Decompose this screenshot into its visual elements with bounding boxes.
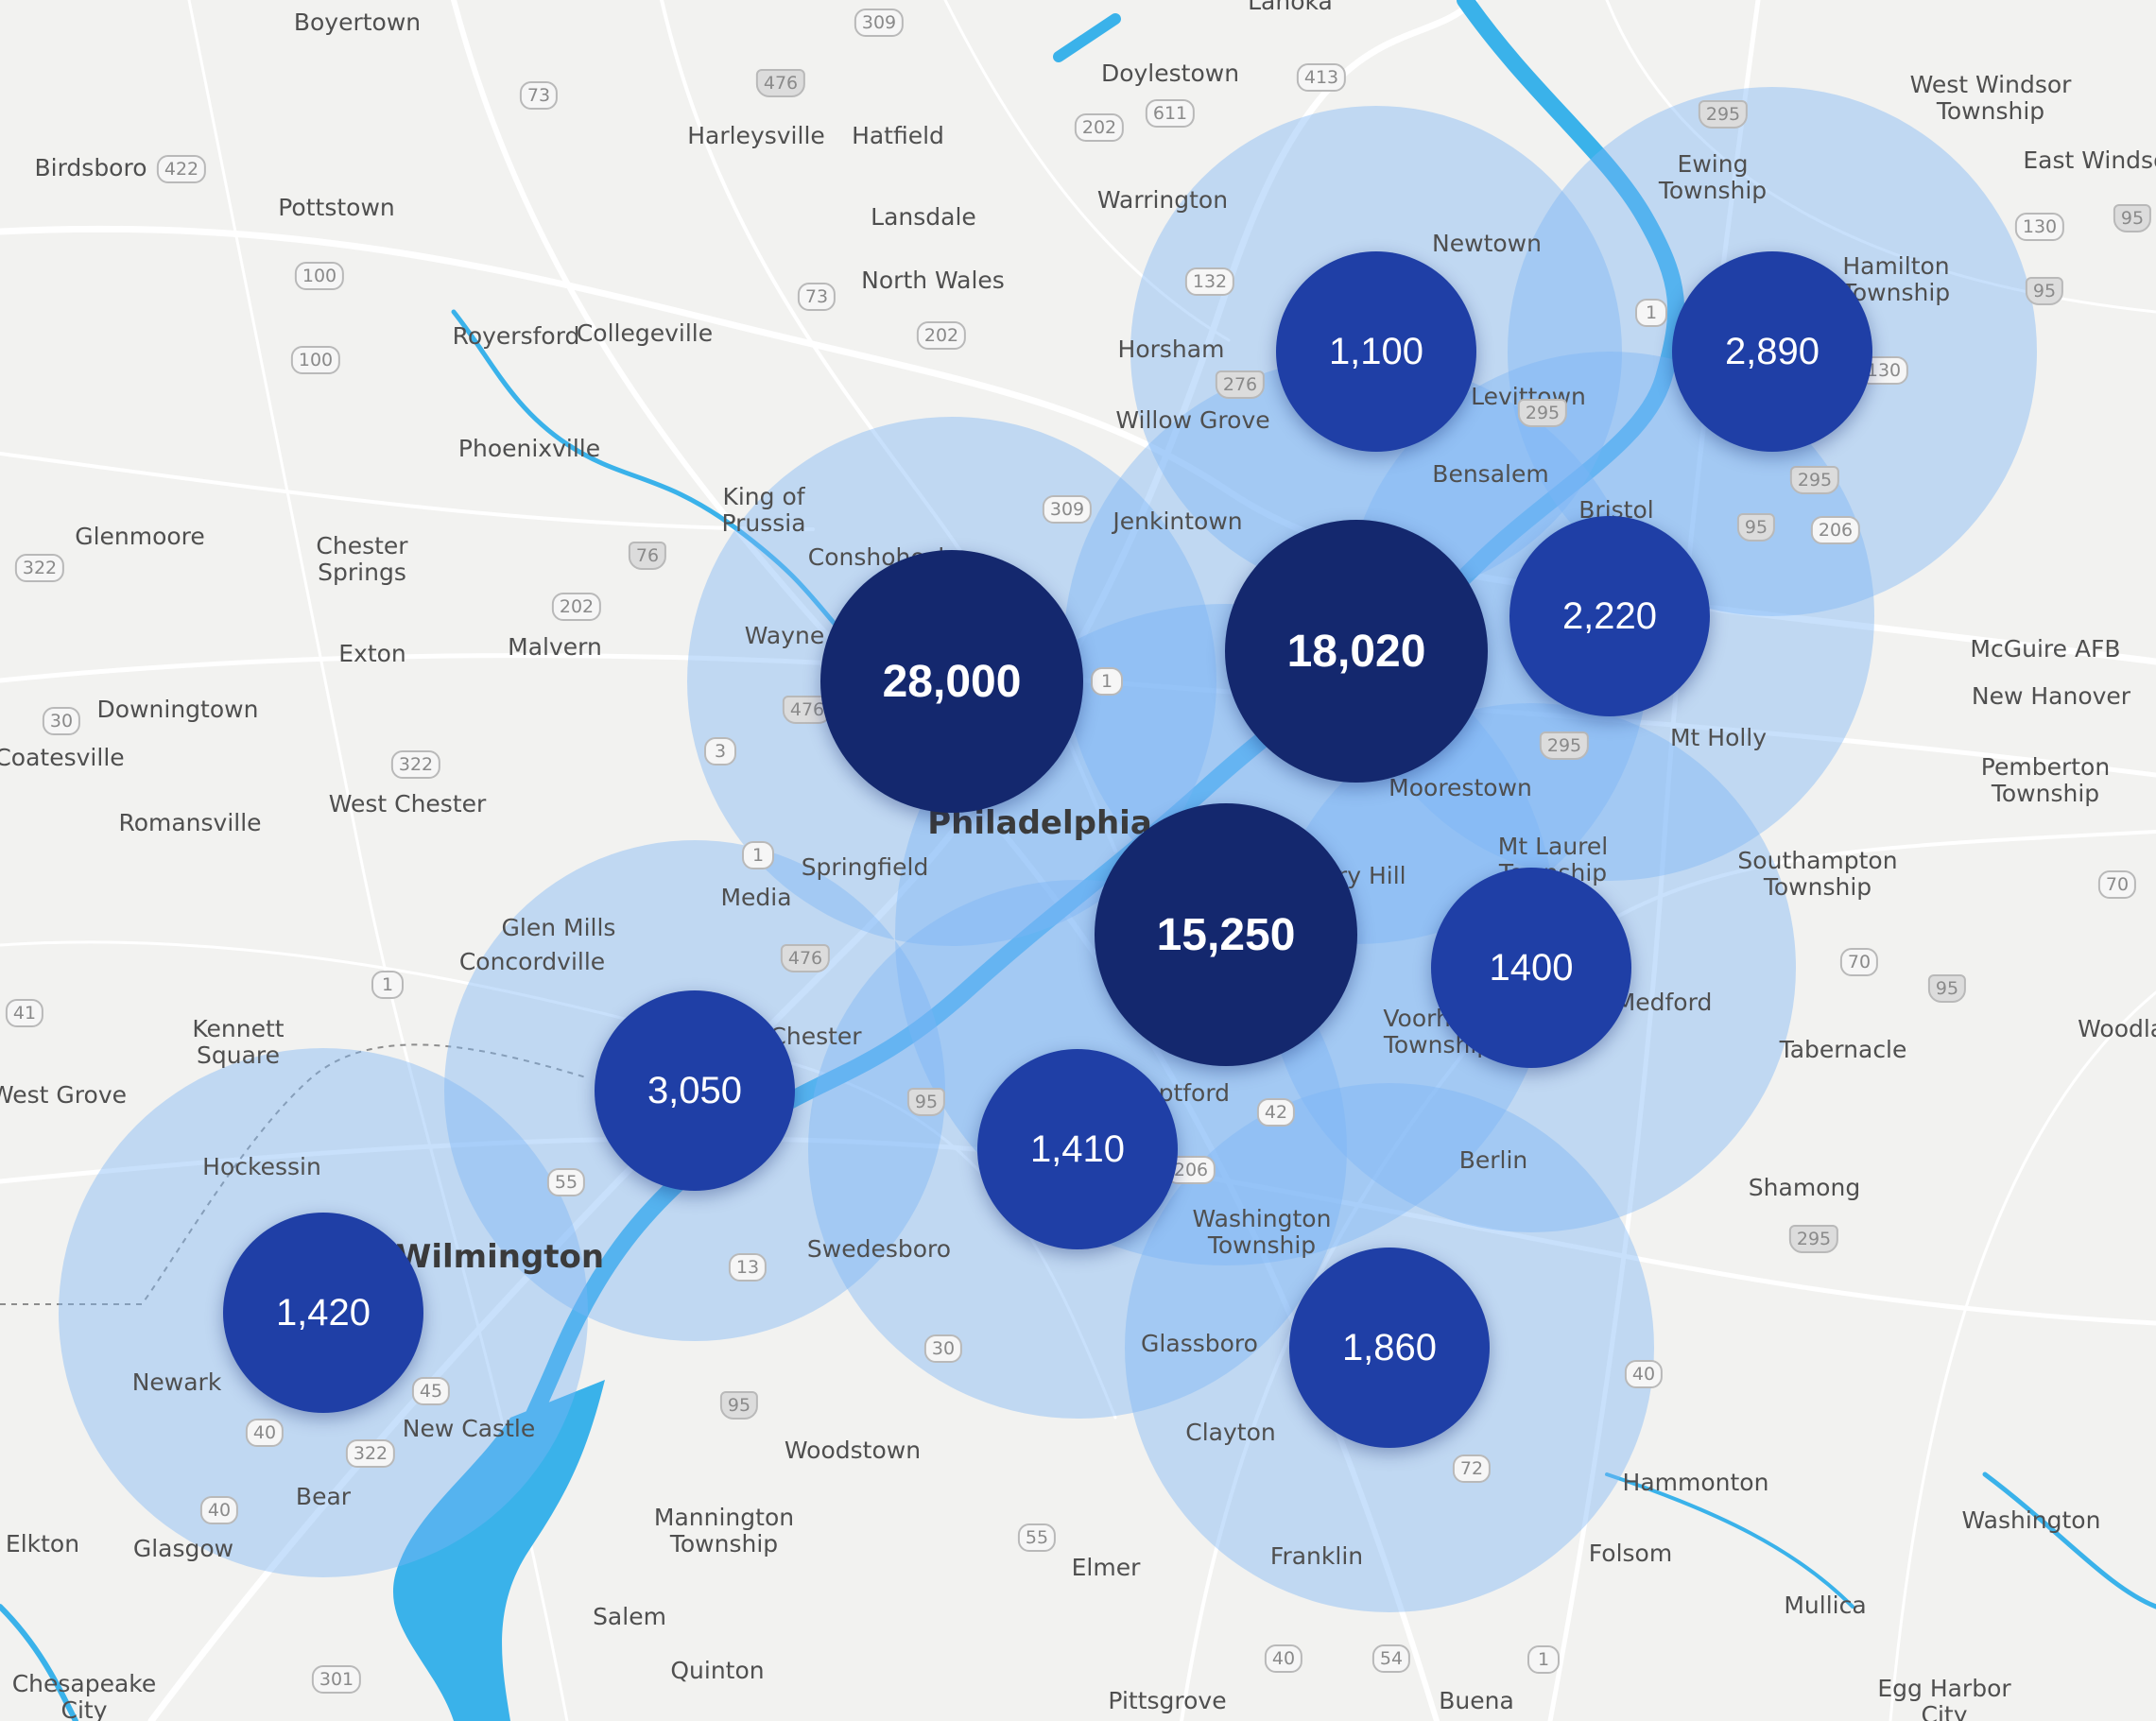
cluster-marker[interactable]: 15,250 <box>1095 803 1357 1066</box>
route-shield-1: 1 <box>1091 667 1123 696</box>
route-shield-41: 41 <box>5 999 44 1027</box>
cluster-count-label: 15,250 <box>1156 909 1296 960</box>
route-shield-611: 611 <box>1145 99 1196 128</box>
route-shield-202: 202 <box>916 321 967 350</box>
route-shield-55: 55 <box>546 1168 586 1196</box>
cluster-count-label: 3,050 <box>647 1069 743 1111</box>
route-shield-309: 309 <box>854 9 905 37</box>
route-shield-40: 40 <box>1264 1644 1303 1673</box>
route-shield-3: 3 <box>704 737 736 766</box>
cluster-count-label: 28,000 <box>882 656 1022 707</box>
route-shield-40: 40 <box>1624 1360 1664 1388</box>
cluster-count-label: 2,890 <box>1724 330 1820 372</box>
route-shield-309: 309 <box>1042 495 1093 524</box>
delaware-bay <box>392 1380 605 1721</box>
route-shield-1: 1 <box>371 971 404 999</box>
cluster-count-label: 1,410 <box>1029 1127 1126 1170</box>
route-shield-95: 95 <box>719 1391 759 1420</box>
route-shield-72: 72 <box>1452 1454 1492 1483</box>
cluster-count-label: 1,100 <box>1328 330 1424 372</box>
route-shield-73: 73 <box>797 283 837 311</box>
cluster-marker[interactable]: 1,100 <box>1276 251 1476 452</box>
cluster-count-label: 1,420 <box>275 1291 371 1334</box>
route-shield-70: 70 <box>1839 948 1879 976</box>
route-shield-322: 322 <box>14 554 65 582</box>
cluster-marker[interactable]: 1400 <box>1431 868 1631 1068</box>
cluster-count-label: 1,860 <box>1341 1326 1438 1368</box>
route-shield-130: 130 <box>2014 213 2065 241</box>
route-shield-73: 73 <box>519 81 559 110</box>
route-shield-95: 95 <box>906 1088 946 1116</box>
route-shield-422: 422 <box>156 155 207 183</box>
state-border <box>0 1043 587 1305</box>
cluster-count-label: 18,020 <box>1286 626 1426 677</box>
cluster-marker[interactable]: 18,020 <box>1225 520 1488 783</box>
route-shield-202: 202 <box>551 593 602 621</box>
route-shield-100: 100 <box>290 346 341 374</box>
route-shield-95: 95 <box>1927 974 1967 1003</box>
route-shield-206: 206 <box>1810 516 1861 544</box>
route-shield-1: 1 <box>1527 1645 1560 1674</box>
route-shield-13: 13 <box>728 1253 768 1282</box>
route-shield-476: 476 <box>780 944 831 972</box>
route-shield-301: 301 <box>311 1665 362 1694</box>
route-shield-202: 202 <box>1074 113 1125 142</box>
cluster-count-label: 2,220 <box>1561 594 1658 637</box>
route-shield-295: 295 <box>1788 1225 1839 1253</box>
cluster-count-label: 1400 <box>1489 946 1574 989</box>
route-shield-1: 1 <box>742 841 774 869</box>
route-shield-476: 476 <box>755 69 806 97</box>
cluster-marker[interactable]: 1,860 <box>1289 1248 1490 1448</box>
cluster-marker[interactable]: 3,050 <box>595 990 795 1191</box>
route-shield-30: 30 <box>923 1334 963 1363</box>
route-shield-132: 132 <box>1184 267 1235 296</box>
route-shield-322: 322 <box>390 750 441 779</box>
cluster-marker[interactable]: 1,420 <box>223 1213 423 1413</box>
cluster-marker[interactable]: 28,000 <box>820 550 1083 813</box>
route-shield-295: 295 <box>1698 100 1749 129</box>
route-shield-1: 1 <box>1635 299 1667 327</box>
route-shield-40: 40 <box>199 1496 239 1524</box>
route-shield-95: 95 <box>1736 513 1776 542</box>
route-shield-276: 276 <box>1215 370 1266 399</box>
route-shield-295: 295 <box>1539 731 1590 760</box>
route-shield-95: 95 <box>2025 277 2064 305</box>
cluster-marker[interactable]: 2,220 <box>1509 516 1710 716</box>
route-shield-322: 322 <box>345 1439 396 1468</box>
route-shield-30: 30 <box>42 707 81 735</box>
route-shield-76: 76 <box>628 542 667 570</box>
route-shield-70: 70 <box>2097 870 2137 899</box>
route-shield-45: 45 <box>411 1377 451 1405</box>
route-shield-42: 42 <box>1256 1098 1296 1127</box>
route-shield-40: 40 <box>245 1419 285 1447</box>
cluster-marker[interactable]: 2,890 <box>1672 251 1872 452</box>
route-shield-413: 413 <box>1296 63 1347 92</box>
route-shield-55: 55 <box>1017 1523 1057 1552</box>
route-shield-54: 54 <box>1371 1644 1411 1673</box>
route-shield-100: 100 <box>294 262 345 290</box>
cluster-marker[interactable]: 1,410 <box>977 1049 1178 1249</box>
route-shield-295: 295 <box>1789 466 1840 494</box>
route-shield-295: 295 <box>1517 399 1568 427</box>
route-shield-95: 95 <box>2113 204 2152 232</box>
